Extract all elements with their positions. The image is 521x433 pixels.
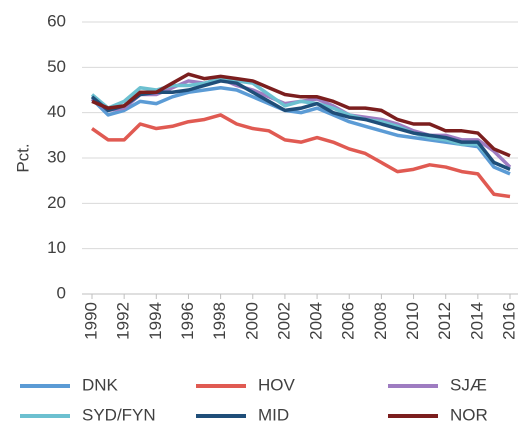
x-tick-label: 2002 — [274, 302, 293, 340]
x-tick-label: 2006 — [339, 302, 358, 340]
x-tick-label: 2014 — [467, 302, 486, 340]
y-axis-label: Pct. — [13, 143, 32, 172]
y-tick-label: 40 — [47, 102, 66, 121]
x-tick-label: 2012 — [435, 302, 454, 340]
series-line — [90, 113, 511, 199]
x-tick-label: 1996 — [178, 302, 197, 340]
x-tick-label: 2016 — [499, 302, 518, 340]
y-tick-label: 20 — [47, 193, 66, 212]
series-line — [91, 72, 511, 158]
x-tick-label: 1992 — [114, 302, 133, 340]
legend-label: SJÆ — [450, 375, 487, 394]
y-tick-label: 10 — [47, 238, 66, 257]
x-tick-label: 1990 — [81, 302, 100, 340]
legend-label: MID — [258, 405, 289, 424]
legend-label: SYD/FYN — [82, 405, 156, 424]
series-line — [90, 79, 511, 171]
x-tick-label: 2004 — [307, 302, 326, 340]
x-tick-label: 2008 — [371, 302, 390, 340]
y-tick-label: 0 — [57, 283, 66, 302]
series-line — [90, 85, 511, 176]
y-tick-label: 30 — [47, 147, 66, 166]
x-tick-label: 1994 — [146, 302, 165, 340]
x-tick-label: 2010 — [403, 302, 422, 340]
y-tick-label: 60 — [47, 11, 66, 30]
legend-label: NOR — [450, 405, 488, 424]
x-tick-label: 1998 — [210, 302, 229, 340]
x-tick-label: 2000 — [242, 302, 261, 340]
legend-label: HOV — [258, 375, 296, 394]
y-tick-label: 50 — [47, 57, 66, 76]
legend-label: DNK — [82, 375, 119, 394]
